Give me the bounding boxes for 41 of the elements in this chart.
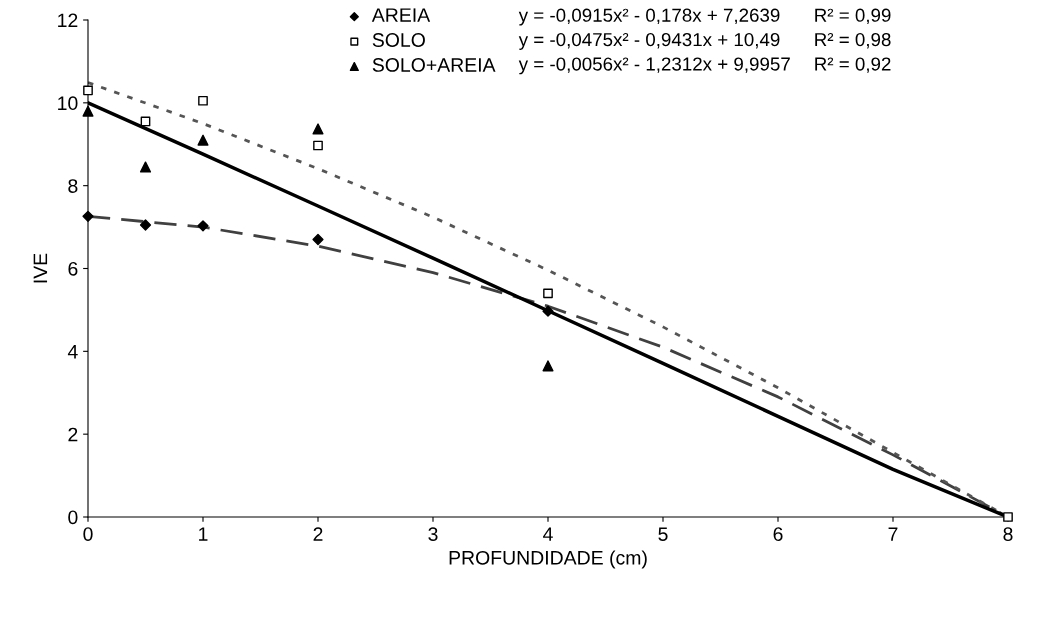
point: [312, 233, 324, 246]
x-tick-label: 4: [543, 527, 553, 541]
y-axis-title: IVE: [33, 253, 48, 283]
x-tick-label: 2: [313, 527, 323, 541]
y-tick-label: 8: [68, 179, 78, 193]
legend-label: AREIA: [371, 8, 431, 22]
y-tick-label: 2: [68, 427, 78, 442]
y-tick-label: 4: [67, 345, 78, 359]
legend-label: SOLO: [372, 33, 425, 47]
annotation: R² = 0,99: [815, 8, 891, 25]
x-tick-label: 8: [1003, 527, 1013, 541]
annotation: R² = 0,92: [815, 57, 891, 73]
x-tick-label: 7: [888, 527, 898, 541]
x-axis-title: PROFUNDIDADE (cm): [449, 550, 647, 569]
x-tick-label: 0: [83, 527, 93, 541]
point: [543, 288, 553, 299]
point: [1003, 512, 1013, 522]
point: [139, 219, 152, 231]
point: [139, 161, 152, 173]
point: [197, 134, 209, 146]
point: [198, 95, 208, 106]
point: [83, 85, 93, 96]
annotation: y = -0,0915x² - 0,178x + 7,2639: [518, 8, 780, 26]
point: [197, 220, 209, 232]
x-tick-label: 5: [658, 527, 668, 541]
annotation: y = -0,0475x² - 0,9431x + 10,49: [518, 32, 780, 50]
x-tick-label: 1: [199, 527, 208, 541]
point: [542, 360, 554, 372]
y-tick-label: 12: [58, 13, 78, 28]
legend-label: SOLO+AREIA: [372, 58, 496, 72]
y-tick-label: 0: [68, 510, 78, 525]
annotation: y = -0,0056x² - 1,2312x + 9,9957: [518, 57, 790, 75]
x-tick-label: 3: [428, 527, 438, 541]
annotation: R² = 0,98: [815, 32, 891, 49]
x-tick-label: 6: [773, 527, 783, 541]
point: [313, 140, 323, 151]
y-tick-label: 10: [58, 96, 78, 111]
point: [82, 210, 94, 222]
point: [82, 105, 94, 117]
point: [542, 305, 554, 317]
y-tick-label: 6: [68, 261, 78, 276]
